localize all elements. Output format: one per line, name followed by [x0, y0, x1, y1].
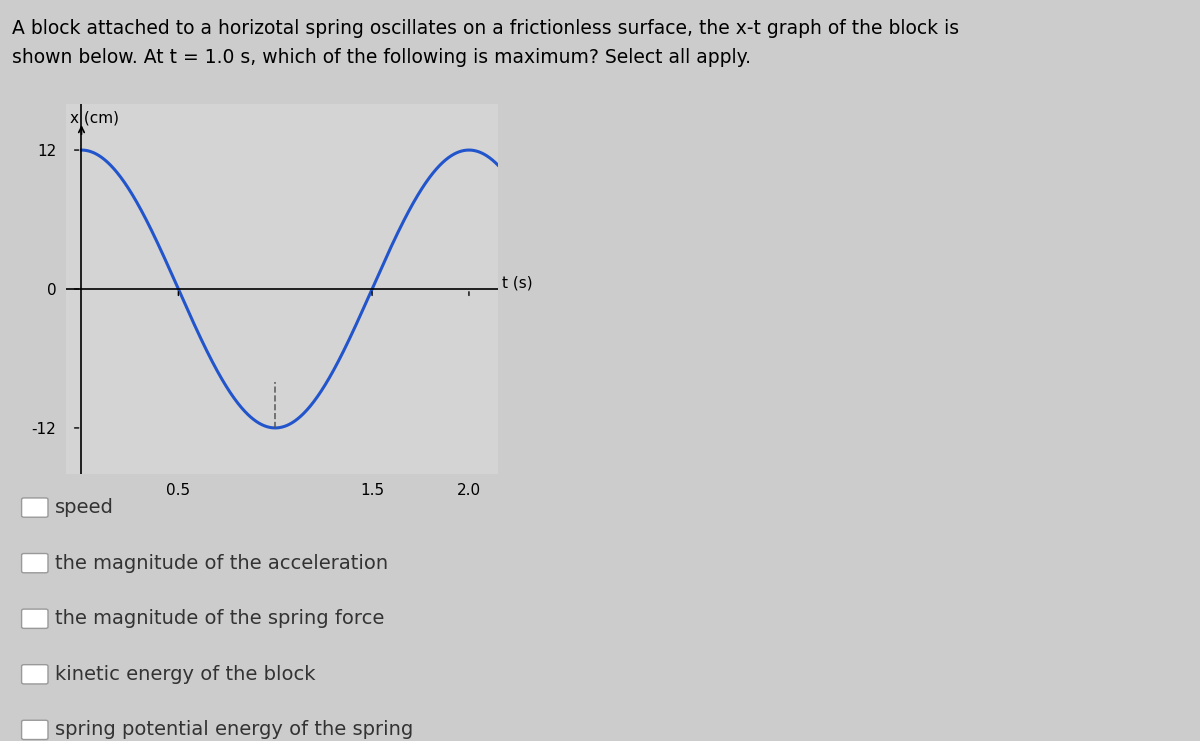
Text: A block attached to a horizotal spring oscillates on a frictionless surface, the: A block attached to a horizotal spring o…	[12, 19, 959, 38]
Text: kinetic energy of the block: kinetic energy of the block	[55, 665, 316, 684]
Text: x (cm): x (cm)	[70, 111, 119, 126]
Text: spring potential energy of the spring: spring potential energy of the spring	[55, 720, 414, 740]
Text: the magnitude of the spring force: the magnitude of the spring force	[55, 609, 384, 628]
Text: the magnitude of the acceleration: the magnitude of the acceleration	[55, 554, 389, 573]
Text: shown below. At t = 1.0 s, which of the following is maximum? Select all apply.: shown below. At t = 1.0 s, which of the …	[12, 48, 751, 67]
Text: t (s): t (s)	[502, 276, 533, 290]
Text: speed: speed	[55, 498, 114, 517]
